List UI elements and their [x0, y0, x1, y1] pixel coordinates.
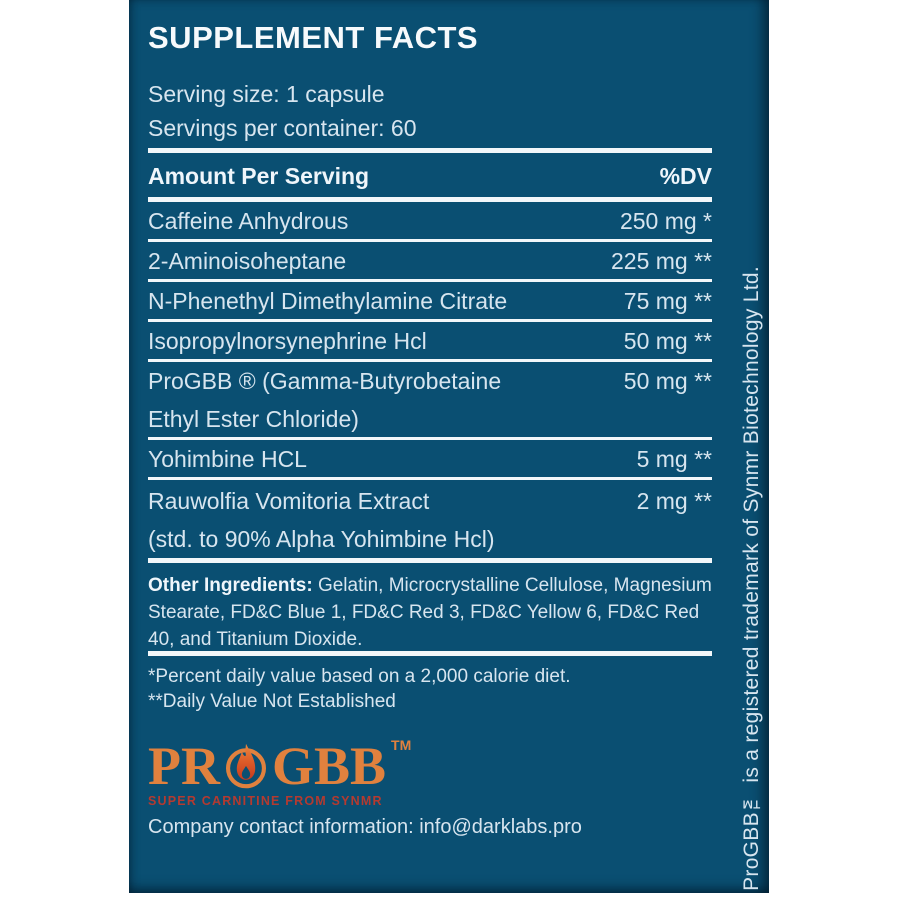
other-ingredients-text: Gelatin, Microcrystalline Cellulose, Mag…	[148, 575, 712, 650]
ingredient-name-line2: (std. to 90% Alpha Yohimbine Hcl)	[148, 526, 495, 552]
divider	[148, 651, 712, 656]
divider	[148, 477, 712, 480]
divider	[148, 239, 712, 242]
logo-text-pr: PR	[148, 736, 220, 796]
serving-size-text: Serving size: 1 capsule	[148, 81, 385, 107]
other-ingredients-label: Other Ingredients:	[148, 575, 313, 596]
footnotes-section: *Percent daily value based on a 2,000 ca…	[148, 651, 712, 714]
label-header-section: SUPPLEMENT FACTS Serving size: 1 capsule…	[148, 0, 712, 145]
ingredient-name-line2: Ethyl Ester Chloride)	[148, 406, 359, 432]
divider	[148, 437, 712, 440]
divider	[148, 319, 712, 322]
ingredient-name: Isopropylnorsynephrine Hcl	[148, 328, 427, 354]
ingredient-name: Caffeine Anhydrous	[148, 208, 349, 234]
ingredient-amount: 75 mg **	[623, 288, 712, 314]
company-contact-text: Company contact information: info@darkla…	[148, 816, 582, 838]
header-dv-label: %DV	[659, 163, 712, 189]
ingredient-name: 2-Aminoisoheptane	[148, 248, 347, 274]
progbb-logo: PR GBB	[148, 736, 712, 808]
ingredient-name: Yohimbine HCL	[148, 446, 307, 472]
footnote-not-established: **Daily Value Not Established	[148, 691, 396, 712]
divider	[148, 359, 712, 362]
divider	[148, 148, 712, 153]
table-row: Rauwolfia Vomitoria Extract 2 mg ** (std…	[148, 480, 712, 558]
logo-tagline: SUPER CARNITINE FROM SYNMR	[148, 794, 383, 808]
divider	[148, 197, 712, 202]
page-title: SUPPLEMENT FACTS	[148, 20, 479, 55]
ingredient-name: ProGBB ® (Gamma-Butyrobetaine	[148, 368, 502, 394]
ingredient-amount: 250 mg *	[619, 208, 712, 234]
table-row: Caffeine Anhydrous 250 mg *	[148, 202, 712, 239]
serving-info: Serving size: 1 capsule Servings per con…	[148, 77, 712, 145]
header-amount-label: Amount Per Serving	[148, 163, 370, 189]
other-ingredients-section: Other Ingredients: Gelatin, Microcrystal…	[148, 566, 712, 653]
table-row: Isopropylnorsynephrine Hcl 50 mg **	[148, 322, 712, 359]
supplement-table: Amount Per Serving %DV Caffeine Anhydrou…	[148, 148, 712, 563]
footnote-percent-dv: *Percent daily value based on a 2,000 ca…	[148, 666, 571, 687]
divider	[148, 558, 712, 563]
supplement-label-panel: SUPPLEMENT FACTS Serving size: 1 capsule…	[129, 0, 769, 893]
table-row: 2-Aminoisoheptane 225 mg **	[148, 242, 712, 279]
divider	[148, 279, 712, 282]
ingredient-amount: 50 mg **	[623, 328, 712, 354]
table-row: N-Phenethyl Dimethylamine Citrate 75 mg …	[148, 282, 712, 319]
ingredient-amount: 50 mg **	[623, 368, 712, 394]
logo-trademark-mark: TM	[391, 737, 412, 753]
ingredient-amount: 2 mg **	[636, 488, 712, 514]
table-header-row: Amount Per Serving %DV	[148, 153, 712, 197]
ingredient-name: Rauwolfia Vomitoria Extract	[148, 488, 430, 514]
ingredient-amount: 5 mg **	[636, 446, 712, 472]
flame-o-icon	[223, 743, 269, 789]
logo-text-gbb: GBB	[271, 736, 387, 796]
table-row: Yohimbine HCL 5 mg **	[148, 440, 712, 477]
ingredient-amount: 225 mg **	[610, 248, 712, 274]
vertical-trademark-text: ProGBB™ is a registered trademark of Syn…	[740, 266, 763, 891]
company-contact: Company contact information: info@darkla…	[148, 814, 712, 840]
ingredient-name: N-Phenethyl Dimethylamine Citrate	[148, 288, 508, 314]
table-row: ProGBB ® (Gamma-Butyrobetaine 50 mg ** E…	[148, 362, 712, 437]
servings-per-container-text: Servings per container: 60	[148, 115, 417, 141]
